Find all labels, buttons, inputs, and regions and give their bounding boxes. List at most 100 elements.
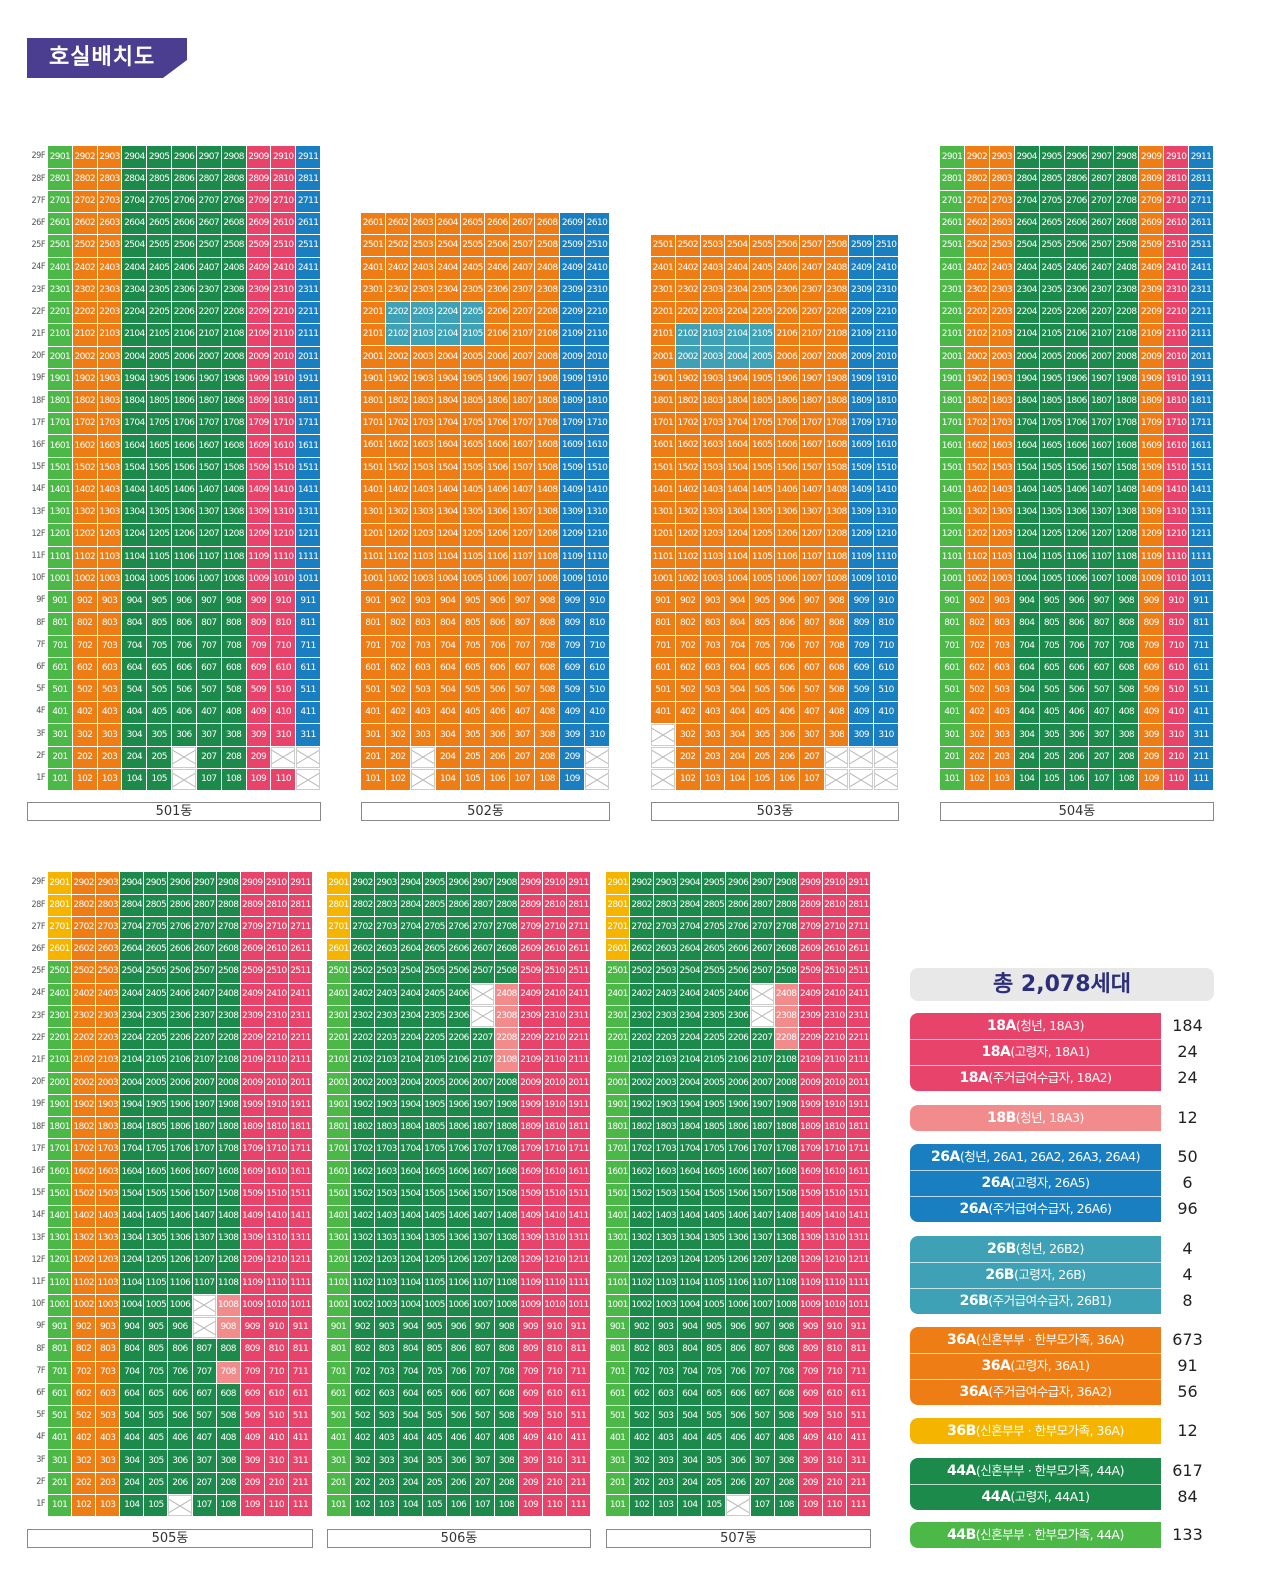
unit-cell: 1808 — [774, 1116, 798, 1139]
unit-cell: 704 — [435, 635, 460, 657]
unit-cell: 2103 — [410, 324, 435, 346]
unit-cell: 606 — [774, 657, 799, 679]
legend-type: 18A — [981, 1044, 1011, 1060]
unit-cell: 411 — [567, 1428, 590, 1450]
floor-label: 5F — [36, 1410, 45, 1421]
legend-group: 18B(청년, 18A3) 12 — [910, 1105, 1214, 1131]
unit-cell: 1708 — [774, 1139, 798, 1161]
unit-cell: 1607 — [192, 1161, 216, 1183]
unit-cell: 1509 — [1139, 457, 1164, 479]
unit-cell: 1602 — [385, 435, 410, 457]
unit-cell: 1001 — [361, 568, 385, 591]
unit-cell: 2305 — [702, 1005, 726, 1028]
unit-cell: 804 — [725, 613, 750, 635]
unit-cell: 2402 — [351, 983, 374, 1005]
unit-cell: 811 — [846, 1339, 870, 1361]
unit-cell: 1108 — [216, 1272, 240, 1294]
unit-cell: 1808 — [1114, 390, 1139, 413]
unit-cell: 1010 — [585, 568, 609, 591]
building-name: 501동 — [27, 802, 321, 821]
unit-cell: 1304 — [120, 1228, 144, 1250]
unit-cell: 2101 — [606, 1050, 630, 1072]
unit-cell: 806 — [726, 1339, 750, 1361]
unit-cell: 307 — [510, 724, 535, 746]
unit-cell: 508 — [216, 1406, 240, 1428]
legend-label: 36B(신혼부부 · 한부모가족, 36A) — [910, 1418, 1161, 1444]
unit-cell: 604 — [120, 1383, 144, 1406]
unit-cell: 2008 — [221, 346, 246, 368]
unit-cell: 1301 — [48, 1228, 72, 1250]
unit-cell: 1403 — [96, 1205, 120, 1228]
unit-cell: 505 — [702, 1406, 726, 1428]
unit-cell: 2509 — [849, 235, 874, 257]
unit-cell: 2605 — [460, 213, 485, 235]
unit-cell: 2111 — [296, 324, 320, 346]
unit-cell: 303 — [97, 724, 122, 746]
unit-cell: 503 — [989, 680, 1014, 702]
unit-cell: 2909 — [798, 872, 822, 894]
unit-cell: 2103 — [97, 324, 122, 346]
unit-cell: 609 — [849, 657, 874, 679]
floor-label: 21F — [31, 1055, 46, 1065]
unit-cell: 809 — [519, 1339, 542, 1361]
unit-cell: 310 — [585, 724, 609, 746]
unit-cell: 2107 — [750, 1050, 774, 1072]
unit-cell: 506 — [774, 679, 799, 702]
unit-cell: 701 — [48, 635, 72, 657]
unit-cell: 1206 — [726, 1250, 750, 1272]
unit-cell: 1207 — [799, 524, 824, 546]
unit-cell: 1004 — [725, 568, 750, 591]
unit-cell: 1111 — [296, 546, 320, 568]
unit-cell: 2309 — [798, 1005, 822, 1028]
unit-cell: 2301 — [48, 279, 72, 302]
unit-cell: 2207 — [471, 1028, 494, 1050]
unit-cell: 2203 — [97, 302, 122, 324]
building-name: 505동 — [27, 1529, 313, 1548]
unit-cell: 601 — [48, 657, 72, 680]
unit-cell: 2205 — [702, 1028, 726, 1050]
unit-cell: 502 — [675, 679, 700, 702]
unit-cell: 1709 — [849, 413, 874, 435]
unit-cell: 2010 — [1164, 346, 1189, 368]
unit-cell: 1803 — [410, 390, 435, 413]
unit-cell: 1809 — [849, 390, 874, 413]
unit-cell: 2509 — [246, 235, 271, 257]
unit-cell: 504 — [678, 1406, 702, 1428]
unit-cell: 810 — [874, 613, 898, 635]
empty-unit — [651, 768, 675, 791]
floor-label: 6F — [36, 1388, 45, 1398]
unit-cell: 810 — [822, 1339, 846, 1361]
unit-cell: 801 — [48, 1339, 72, 1361]
unit-cell: 1004 — [1014, 568, 1039, 591]
unit-cell: 1404 — [1014, 479, 1039, 502]
unit-cell: 105 — [423, 1494, 446, 1517]
unit-cell: 802 — [351, 1339, 374, 1361]
unit-cell: 1308 — [774, 1228, 798, 1250]
unit-cell: 501 — [651, 679, 675, 702]
unit-cell: 707 — [1089, 635, 1114, 657]
unit-cell: 2809 — [798, 894, 822, 916]
unit-cell: 2707 — [750, 916, 774, 939]
unit-cell: 1303 — [97, 502, 122, 524]
unit-cell: 903 — [410, 591, 435, 613]
unit-cell: 1311 — [1189, 502, 1213, 524]
unit-cell: 1902 — [72, 1094, 96, 1116]
unit-cell: 2808 — [495, 894, 518, 916]
floor-label: 29F — [31, 877, 46, 888]
unit-cell: 1101 — [327, 1272, 350, 1294]
unit-cell: 2101 — [940, 324, 964, 346]
unit-cell: 1602 — [630, 1161, 654, 1183]
unit-cell: 2309 — [560, 279, 585, 301]
legend-label: 26B(청년, 26B2) — [910, 1236, 1161, 1262]
unit-cell: 305 — [460, 724, 485, 746]
unit-cell: 2311 — [1189, 279, 1213, 302]
unit-cell: 603 — [375, 1383, 398, 1406]
unit-cell: 1702 — [72, 413, 97, 435]
unit-cell: 1510 — [543, 1183, 566, 1205]
unit-cell: 1905 — [147, 368, 172, 390]
unit-cell: 1305 — [147, 502, 172, 524]
unit-cell: 605 — [423, 1383, 446, 1406]
unit-cell: 2204 — [435, 301, 460, 324]
unit-cell: 1510 — [271, 457, 296, 479]
unit-cell: 710 — [585, 635, 609, 657]
